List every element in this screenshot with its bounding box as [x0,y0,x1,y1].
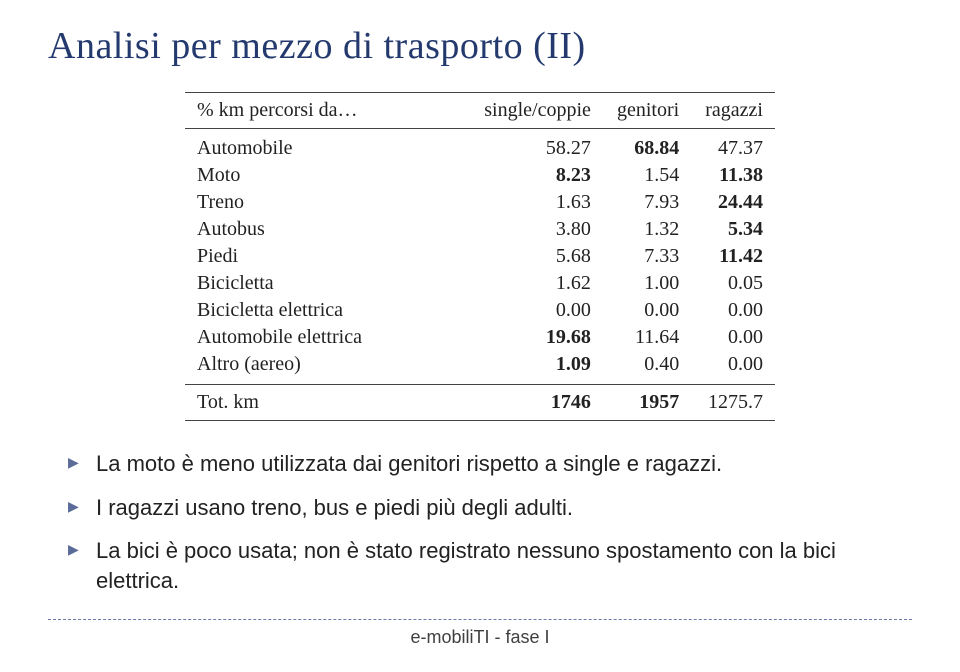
footer-text: e-mobiliTI - fase I [0,627,960,648]
col-header-label: % km percorsi da… [185,93,469,129]
row-value: 19.68 [469,324,603,351]
row-value: 7.33 [603,243,691,270]
row-value: 3.80 [469,216,603,243]
row-value: 1.54 [603,162,691,189]
row-label: Autobus [185,216,469,243]
table-header-row: % km percorsi da… single/coppie genitori… [185,93,775,129]
footer-val-single: 1746 [469,385,603,421]
row-value: 0.05 [691,270,775,297]
row-value: 24.44 [691,189,775,216]
row-value: 0.00 [691,351,775,385]
bullet-list: La moto è meno utilizzata dai genitori r… [68,449,912,596]
row-value: 1.00 [603,270,691,297]
row-label: Piedi [185,243,469,270]
col-header-genitori: genitori [603,93,691,129]
footer-val-ragazzi: 1275.7 [691,385,775,421]
col-header-ragazzi: ragazzi [691,93,775,129]
data-table: % km percorsi da… single/coppie genitori… [185,92,775,421]
row-value: 11.42 [691,243,775,270]
row-value: 1.09 [469,351,603,385]
row-value: 0.00 [603,297,691,324]
row-value: 0.00 [691,297,775,324]
row-value: 7.93 [603,189,691,216]
row-value: 1.63 [469,189,603,216]
col-header-single: single/coppie [469,93,603,129]
table-row: Automobile58.2768.8447.37 [185,129,775,163]
row-value: 0.00 [691,324,775,351]
row-value: 1.62 [469,270,603,297]
table-row: Automobile elettrica19.6811.640.00 [185,324,775,351]
row-value: 11.64 [603,324,691,351]
page-title: Analisi per mezzo di trasporto (II) [48,24,912,68]
row-value: 8.23 [469,162,603,189]
row-value: 58.27 [469,129,603,163]
row-label: Automobile [185,129,469,163]
row-label: Altro (aereo) [185,351,469,385]
table-row: Piedi5.687.3311.42 [185,243,775,270]
row-value: 0.00 [469,297,603,324]
table-footer-row: Tot. km 1746 1957 1275.7 [185,385,775,421]
table-row: Bicicletta1.621.000.05 [185,270,775,297]
footer-val-genitori: 1957 [603,385,691,421]
table-row: Autobus3.801.325.34 [185,216,775,243]
row-value: 0.40 [603,351,691,385]
row-label: Bicicletta elettrica [185,297,469,324]
row-value: 5.34 [691,216,775,243]
footer-label: Tot. km [185,385,469,421]
row-value: 11.38 [691,162,775,189]
row-value: 47.37 [691,129,775,163]
row-value: 1.32 [603,216,691,243]
row-label: Moto [185,162,469,189]
list-item: La moto è meno utilizzata dai genitori r… [68,449,912,479]
row-label: Bicicletta [185,270,469,297]
table-row: Altro (aereo)1.090.400.00 [185,351,775,385]
table-row: Moto8.231.5411.38 [185,162,775,189]
footer-divider [48,619,912,620]
row-value: 5.68 [469,243,603,270]
row-label: Treno [185,189,469,216]
row-label: Automobile elettrica [185,324,469,351]
table-row: Bicicletta elettrica0.000.000.00 [185,297,775,324]
row-value: 68.84 [603,129,691,163]
list-item: I ragazzi usano treno, bus e piedi più d… [68,493,912,523]
table-row: Treno1.637.9324.44 [185,189,775,216]
list-item: La bici è poco usata; non è stato regist… [68,536,912,595]
